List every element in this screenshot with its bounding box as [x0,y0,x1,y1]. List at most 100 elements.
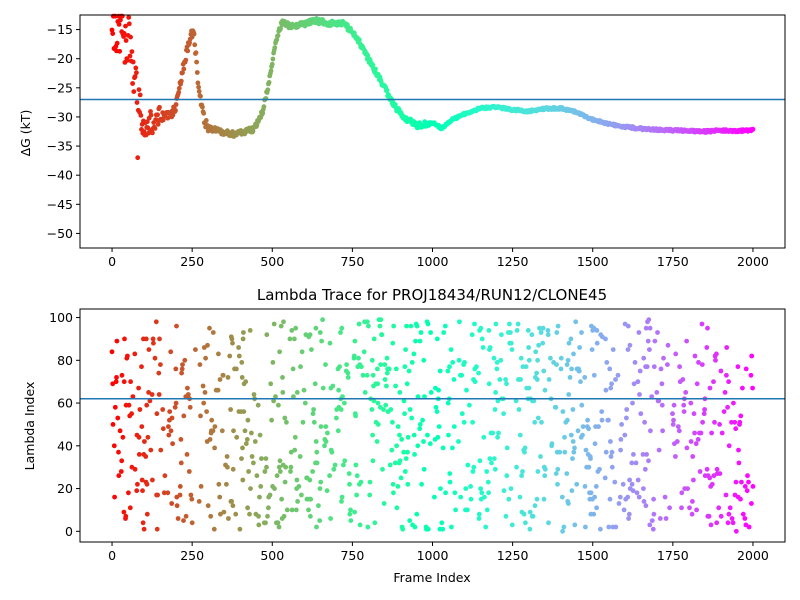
lambda-point [613,524,619,530]
lambda-point [729,516,735,521]
lambda-point [637,392,642,397]
lambda-point [479,336,485,342]
lambda-point [607,496,613,502]
lambda-point [365,524,371,530]
lambda-point [626,511,632,517]
lambda-point [436,424,442,429]
lambda-point [456,439,461,444]
lambda-point [608,385,614,391]
lambda-point [382,362,388,367]
lambda-point [173,400,179,406]
dg-xtick-label: 1000 [417,254,449,269]
lambda-point [239,375,245,380]
lambda-point [193,347,198,352]
lambda-point [394,443,399,449]
lambda-point [357,522,363,528]
lambda-point [178,460,184,466]
lambda-point [335,428,341,434]
lambda-point [215,387,221,393]
lambda-point [197,362,203,367]
lambda-point [470,419,475,425]
lambda-point [338,330,343,335]
lambda-point [309,347,314,352]
lambda-point [375,400,381,406]
lambda-point [516,407,522,412]
lambda-point [307,332,313,338]
lambda-point [246,469,252,474]
lambda-point [564,471,570,476]
lambda-point [340,394,345,399]
lambda-point [360,372,366,378]
lambda-point [147,398,153,404]
lambda-point [152,355,158,361]
lambda-point [414,323,420,329]
lambda-point [553,471,559,476]
lambda-point [593,484,599,489]
lambda-point [236,345,242,350]
lambda-point [166,424,171,429]
lambda-point [221,509,227,515]
lambda-point [234,366,239,372]
lambda-point [371,398,377,404]
lambda-point [746,479,751,485]
lambda-point [428,330,433,335]
lambda-point [548,355,553,361]
lambda-point [725,404,730,410]
lambda-point [733,479,739,485]
lambda-point [403,347,408,352]
lambda-point [478,486,483,491]
lambda-point [442,323,448,329]
lambda-point [458,494,464,500]
lambda-point [705,325,710,331]
lambda-point [432,494,437,500]
lambda-point [712,419,717,425]
lambda-point [651,364,657,370]
lambda-point [527,526,533,532]
lambda-point [650,526,656,532]
lambda-point [504,473,510,479]
lambda-point [522,449,527,455]
lambda-point [226,516,231,521]
lambda-point [649,394,655,399]
lambda-point [440,445,446,451]
lambda-point [515,321,521,327]
lambda-point [269,417,274,423]
lambda-point [293,507,299,513]
lambda-point [618,437,624,442]
lambda-point [412,452,417,457]
lambda-point [739,479,744,485]
lambda-point [374,439,380,444]
lambda-point [185,385,190,391]
lambda-point [727,505,733,511]
lambda-point [632,360,638,365]
lambda-point [655,330,660,335]
lambda-xtick-label: 2000 [737,548,769,563]
lambda-point [742,484,748,489]
lambda-point [541,368,547,374]
dg-plot-frame [79,14,786,249]
lambda-panel: Lambda Trace for PROJ18434/RUN12/CLONE45… [22,286,786,585]
lambda-point [114,375,119,380]
lambda-point [476,370,481,376]
lambda-point [546,377,552,382]
lambda-point [225,464,230,470]
lambda-point [298,364,303,370]
lambda-point [685,486,690,491]
lambda-point [224,481,229,487]
dg-point [198,93,203,99]
lambda-point [113,379,119,385]
lambda-point [331,466,337,472]
lambda-point [602,475,608,481]
lambda-point [514,328,520,333]
lambda-point [181,413,187,419]
lambda-point [415,394,421,399]
lambda-point [478,325,484,331]
lambda-point [476,516,482,521]
dg-point [750,126,756,132]
lambda-point [342,400,347,406]
lambda-point [256,513,261,519]
lambda-point [312,381,318,387]
lambda-point [697,469,703,474]
lambda-point [735,364,741,370]
lambda-point [464,387,469,393]
